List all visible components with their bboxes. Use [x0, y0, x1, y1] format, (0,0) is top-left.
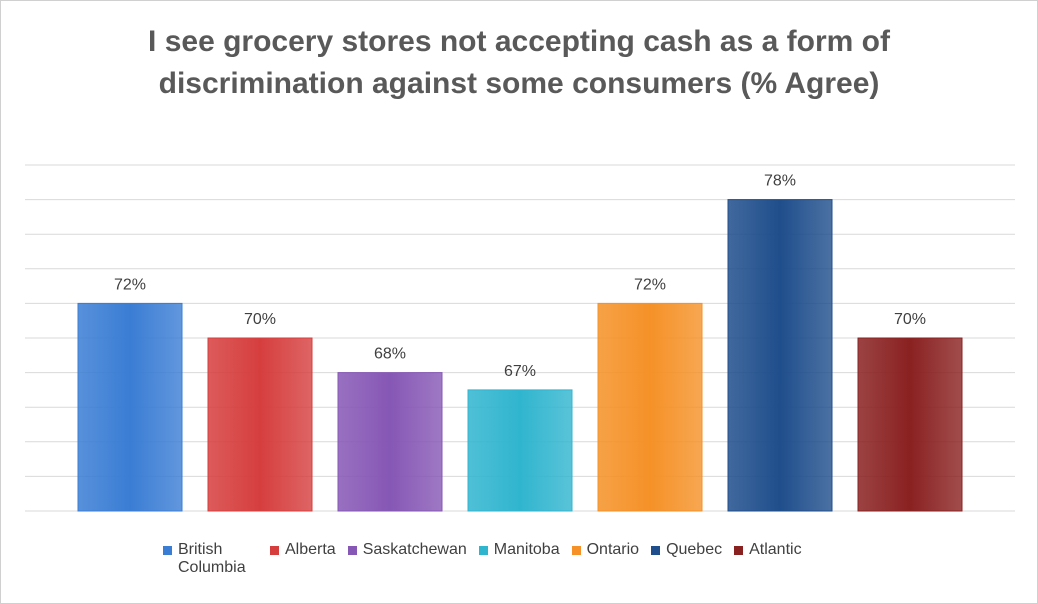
legend-label: Quebec — [666, 541, 723, 558]
legend: British Columbia Alberta Saskatchewan Manit… — [163, 541, 802, 577]
legend-swatch — [478, 546, 488, 555]
bar — [857, 337, 963, 512]
bar — [77, 302, 183, 512]
data-label: 70% — [244, 311, 276, 328]
legend-item: Quebec — [651, 541, 722, 577]
chart-title: I see grocery stores not accepting cash … — [148, 25, 890, 100]
legend-label: British Columbia — [178, 541, 246, 576]
legend-item: Manitoba — [478, 541, 560, 577]
legend-label: Ontario — [586, 541, 640, 558]
data-label: 67% — [504, 363, 536, 380]
legend-swatch — [163, 546, 172, 555]
bar — [727, 199, 833, 512]
legend-item: British Columbia — [163, 541, 258, 577]
data-label: 78% — [764, 173, 796, 190]
legend-label: Alberta — [285, 541, 336, 558]
legend-item: Saskatchewan — [347, 541, 467, 577]
legend-swatch — [270, 546, 279, 555]
legend-item: Ontario — [571, 541, 640, 577]
bar — [207, 337, 313, 512]
legend-item: Atlantic — [734, 541, 802, 577]
data-label: 68% — [374, 346, 406, 363]
legend-swatch — [734, 546, 744, 555]
legend-item: Alberta — [270, 541, 336, 577]
legend-label: Atlantic — [749, 541, 802, 558]
bar — [597, 302, 703, 512]
legend-swatch — [347, 546, 357, 555]
data-label: 70% — [894, 311, 926, 328]
data-label: 72% — [634, 276, 666, 293]
bar — [467, 389, 573, 512]
legend-label: Saskatchewan — [362, 541, 467, 558]
data-label: 72% — [114, 276, 146, 293]
bar — [337, 372, 443, 512]
legend-label: Manitoba — [493, 541, 560, 558]
legend-swatch — [571, 546, 581, 555]
legend-swatch — [651, 546, 661, 555]
